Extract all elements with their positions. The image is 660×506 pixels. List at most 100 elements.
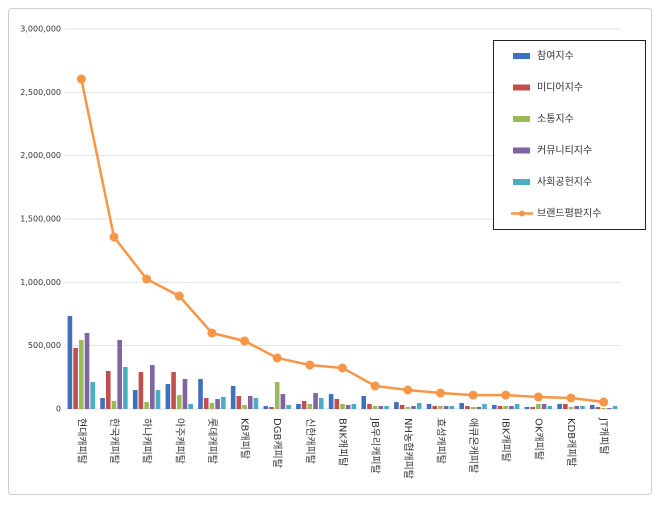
bar [568,406,574,409]
bar [274,382,280,409]
y-tick-label: 3,000,000 [20,25,61,34]
x-tick-label: JB우리캐피탈 [369,417,382,474]
bar [280,394,286,409]
bar [612,405,618,409]
legend-label: 참여지수 [537,50,574,62]
bar [105,371,111,409]
bar [138,372,144,409]
bar [432,405,438,409]
bar [286,404,291,409]
line-marker [501,390,511,400]
bar [313,393,318,409]
bar [557,403,562,409]
legend-swatch [513,179,530,185]
bar [242,404,247,409]
bar [198,378,203,409]
bar [230,385,236,409]
x-tick-label: 롯데캐피탈 [206,418,219,464]
legend-swatch [513,84,530,91]
x-tick-label: 하나캐피탈 [141,418,154,464]
bar [399,404,405,409]
x-tick-label: KDB캐피탈 [565,418,578,467]
line-marker [403,385,413,395]
y-tick-label: 500,000 [28,341,61,350]
bar [132,390,138,409]
x-tick-label: DGB캐피탈 [271,418,284,468]
bar [144,402,149,409]
bar [296,403,301,409]
line-marker [76,74,86,84]
bar [203,397,209,409]
x-tick-label: 아주캐피탈 [173,418,186,464]
bar [580,405,585,409]
bar [449,405,455,409]
line-marker [370,381,380,391]
bar [301,401,307,409]
bar [514,403,520,409]
line-marker [435,388,445,398]
line-marker [533,392,543,402]
bar [84,333,90,409]
bar [328,394,334,409]
bar [563,403,568,409]
legend-swatch [519,210,525,217]
bar [263,405,269,409]
bar [269,406,274,409]
line-marker [305,360,315,370]
bar [90,382,96,409]
bar [334,398,340,409]
legend-swatch [513,147,530,154]
line-marker [207,328,217,338]
line-marker [109,232,119,242]
bar [361,395,367,409]
bar [182,378,188,409]
y-tick-label: 1,500,000 [20,215,61,224]
bar [589,404,595,409]
y-tick-label: 1,000,000 [20,278,61,287]
x-tick-label: 애큐온캐피탈 [467,418,480,473]
legend-label: 미디어지수 [537,82,583,94]
x-tick-label: 효성캐피탈 [434,418,447,464]
bar [171,372,176,409]
bar [530,406,535,409]
x-tick-label: BNK캐피탈 [337,418,350,467]
bar [541,403,547,409]
bar [547,405,553,409]
bar [416,403,422,409]
x-tick-label: IBK캐피탈 [500,418,513,462]
legend-label: 브랜드평판지수 [537,208,601,220]
bar [79,339,84,409]
line-marker [174,291,184,301]
bar [307,403,313,409]
legend-label: 커뮤니티지수 [537,145,592,157]
x-tick-label: KB캐피탈 [239,418,252,459]
bar [470,406,476,409]
bar [524,406,530,409]
bar [345,404,351,409]
x-tick-label: 현대캐피탈 [75,418,88,464]
x-tick-label: OK캐피탈 [532,418,545,460]
bar [340,403,345,409]
bar [497,405,503,409]
chart-frame [8,8,652,495]
bar [503,405,509,409]
bar [607,407,612,409]
legend-box [493,40,646,230]
bar [73,347,78,409]
bar [188,403,193,409]
bar [221,396,226,409]
bar [247,395,253,409]
bar [465,405,470,409]
bar [411,405,416,409]
bar [384,405,389,409]
bar [150,365,155,409]
line-marker [240,336,250,346]
bar [67,316,73,409]
line-marker [566,393,576,403]
x-tick-label: 한국캐피탈 [108,418,121,464]
x-tick-label: 신한캐피탈 [304,418,317,464]
x-tick-label: NH농협캐피탈 [402,418,415,479]
y-tick-label: 0 [56,405,61,414]
